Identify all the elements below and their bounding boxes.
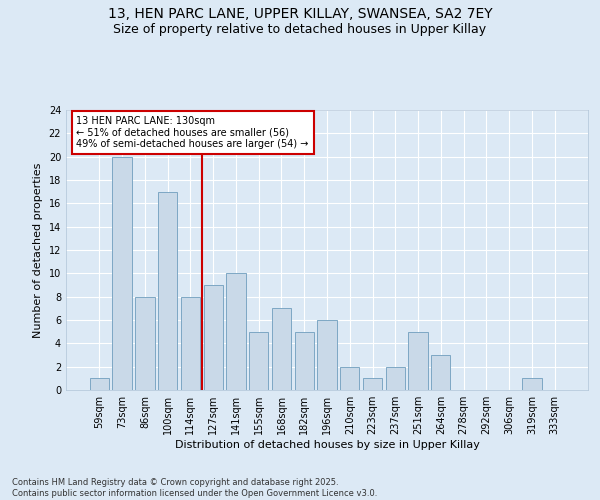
Bar bbox=[249, 332, 268, 390]
Bar bbox=[386, 366, 405, 390]
Y-axis label: Number of detached properties: Number of detached properties bbox=[33, 162, 43, 338]
Bar bbox=[295, 332, 314, 390]
Bar bbox=[90, 378, 109, 390]
Bar bbox=[431, 355, 451, 390]
Bar bbox=[409, 332, 428, 390]
Bar bbox=[112, 156, 132, 390]
Bar bbox=[203, 285, 223, 390]
Bar bbox=[181, 296, 200, 390]
Bar bbox=[363, 378, 382, 390]
Text: Size of property relative to detached houses in Upper Killay: Size of property relative to detached ho… bbox=[113, 22, 487, 36]
Bar bbox=[226, 274, 245, 390]
Text: Contains HM Land Registry data © Crown copyright and database right 2025.
Contai: Contains HM Land Registry data © Crown c… bbox=[12, 478, 377, 498]
Bar bbox=[158, 192, 178, 390]
Bar bbox=[135, 296, 155, 390]
Text: 13 HEN PARC LANE: 130sqm
← 51% of detached houses are smaller (56)
49% of semi-d: 13 HEN PARC LANE: 130sqm ← 51% of detach… bbox=[76, 116, 309, 149]
Bar bbox=[340, 366, 359, 390]
Bar bbox=[522, 378, 542, 390]
X-axis label: Distribution of detached houses by size in Upper Killay: Distribution of detached houses by size … bbox=[175, 440, 479, 450]
Text: 13, HEN PARC LANE, UPPER KILLAY, SWANSEA, SA2 7EY: 13, HEN PARC LANE, UPPER KILLAY, SWANSEA… bbox=[107, 8, 493, 22]
Bar bbox=[317, 320, 337, 390]
Bar bbox=[272, 308, 291, 390]
